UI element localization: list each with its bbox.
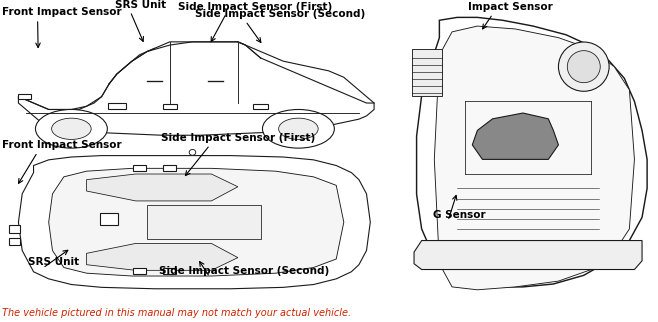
Ellipse shape	[278, 118, 318, 139]
Text: Side Impact Sensor (First): Side Impact Sensor (First)	[178, 2, 332, 12]
FancyBboxPatch shape	[163, 165, 176, 171]
FancyBboxPatch shape	[100, 213, 118, 225]
FancyBboxPatch shape	[18, 94, 31, 99]
Ellipse shape	[190, 149, 195, 155]
Polygon shape	[417, 17, 647, 287]
FancyBboxPatch shape	[133, 165, 146, 171]
FancyBboxPatch shape	[163, 268, 176, 274]
Text: Side Impact Sensor (First): Side Impact Sensor (First)	[161, 133, 315, 143]
Ellipse shape	[559, 42, 609, 91]
Polygon shape	[49, 168, 343, 276]
Polygon shape	[87, 243, 238, 270]
FancyBboxPatch shape	[253, 104, 268, 109]
FancyBboxPatch shape	[163, 104, 177, 109]
Polygon shape	[411, 49, 442, 96]
Text: Front Impact Sensor: Front Impact Sensor	[2, 140, 122, 150]
Polygon shape	[472, 113, 559, 159]
Ellipse shape	[263, 109, 334, 148]
Polygon shape	[87, 174, 238, 201]
Polygon shape	[414, 241, 642, 270]
Text: SRS Unit: SRS Unit	[115, 0, 166, 10]
Text: SRS Unit: SRS Unit	[28, 257, 79, 267]
Polygon shape	[434, 26, 634, 290]
Polygon shape	[18, 156, 370, 289]
Polygon shape	[18, 42, 374, 135]
Text: Impact Sensor: Impact Sensor	[468, 2, 553, 12]
FancyBboxPatch shape	[107, 103, 126, 109]
Text: The vehicle pictured in this manual may not match your actual vehicle.: The vehicle pictured in this manual may …	[2, 308, 351, 318]
Text: G Sensor: G Sensor	[433, 210, 486, 220]
Text: Side Impact Sensor (Second): Side Impact Sensor (Second)	[159, 266, 330, 276]
Ellipse shape	[567, 51, 600, 83]
Text: Side Impact Sensor (Second): Side Impact Sensor (Second)	[195, 9, 365, 19]
FancyBboxPatch shape	[9, 225, 20, 232]
FancyBboxPatch shape	[133, 268, 146, 274]
Ellipse shape	[51, 118, 91, 139]
Text: Front Impact Sensor: Front Impact Sensor	[2, 7, 122, 17]
Ellipse shape	[36, 109, 107, 148]
Polygon shape	[147, 205, 261, 239]
FancyBboxPatch shape	[9, 238, 20, 245]
